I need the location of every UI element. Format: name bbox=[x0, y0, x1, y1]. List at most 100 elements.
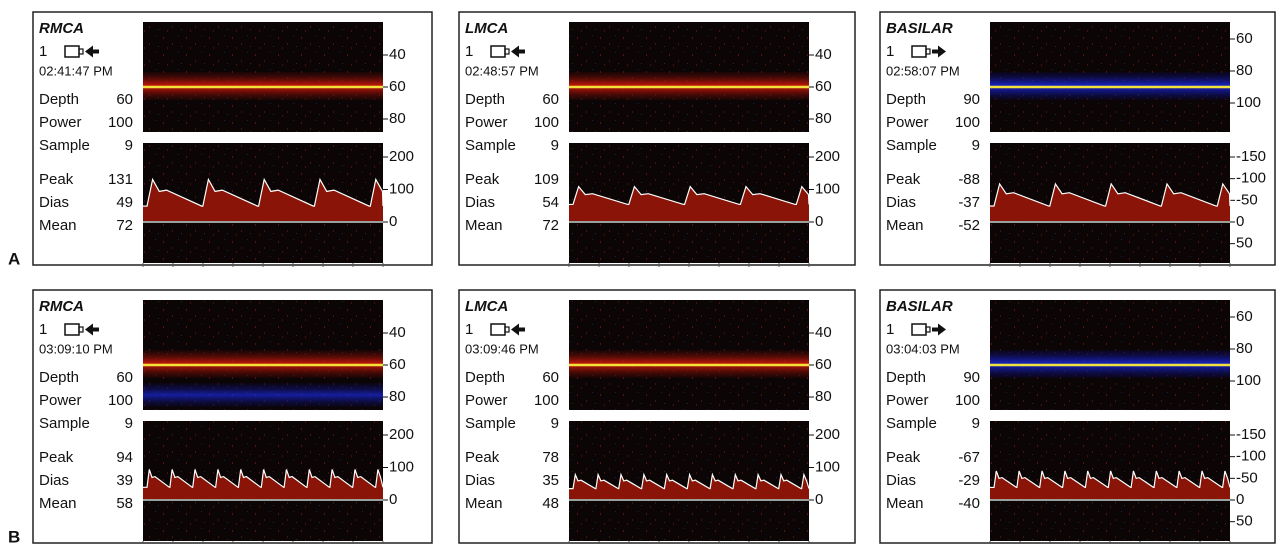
field-value: 94 bbox=[116, 449, 133, 466]
flow-band bbox=[143, 383, 383, 407]
scan-time: 03:09:46 PM bbox=[465, 341, 539, 356]
probe-number: 1 bbox=[886, 43, 894, 60]
field-value: 131 bbox=[108, 171, 133, 188]
field-label: Mean bbox=[465, 495, 503, 512]
field-value: 78 bbox=[542, 449, 559, 466]
field-label: Peak bbox=[39, 171, 74, 188]
tick-label: 50 bbox=[1236, 235, 1253, 252]
field-label: Mean bbox=[886, 495, 924, 512]
doppler-panel: RMCA 1 02:41:47 PM Depth 60 Power 100 Sample 9 Pe… bbox=[32, 11, 433, 267]
field-label: Power bbox=[886, 392, 929, 409]
probe-arrow bbox=[511, 45, 525, 58]
field-label: Dias bbox=[39, 472, 69, 489]
tick-label: -100 bbox=[1236, 170, 1266, 187]
scan-time: 03:04:03 PM bbox=[886, 341, 960, 356]
spectrum-envelope bbox=[142, 177, 384, 207]
probe-icon bbox=[925, 326, 931, 333]
tick-label: 100 bbox=[815, 458, 840, 475]
vessel-name: LMCA bbox=[465, 20, 508, 37]
field-label: Power bbox=[39, 114, 82, 131]
doppler-panel: RMCA 1 03:09:10 PM Depth 60 Power 100 Sample 9 Pe… bbox=[32, 289, 433, 544]
probe-number: 1 bbox=[465, 321, 473, 338]
tick-label: 80 bbox=[815, 388, 832, 405]
field-label: Sample bbox=[39, 137, 90, 154]
field-value: -29 bbox=[958, 472, 980, 489]
field-label: Depth bbox=[886, 91, 926, 108]
tick-label: 60 bbox=[389, 78, 406, 95]
spectrum-envelope bbox=[989, 182, 1231, 207]
scan-time: 03:09:10 PM bbox=[39, 341, 113, 356]
field-value: -67 bbox=[958, 449, 980, 466]
doppler-panel: LMCA 1 03:09:46 PM Depth 60 Power 100 Sample 9 Pe… bbox=[458, 289, 856, 544]
field-value: 39 bbox=[116, 472, 133, 489]
spectrum-envelope bbox=[989, 470, 1231, 489]
probe-number: 1 bbox=[39, 43, 47, 60]
tick-label: -100 bbox=[1236, 448, 1266, 465]
field-label: Dias bbox=[886, 194, 916, 211]
probe-icon bbox=[78, 48, 84, 55]
probe-number: 1 bbox=[886, 321, 894, 338]
tick-label: 60 bbox=[1236, 308, 1253, 325]
probe-icon bbox=[504, 48, 510, 55]
tick-label: 60 bbox=[815, 78, 832, 95]
doppler-panel: LMCA 1 02:48:57 PM Depth 60 Power 100 Sample 9 Pe… bbox=[458, 11, 856, 267]
tick-label: 100 bbox=[815, 180, 840, 197]
field-label: Mean bbox=[39, 495, 77, 512]
tick-label: -50 bbox=[1236, 191, 1258, 208]
field-value: 60 bbox=[116, 369, 133, 386]
tick-label: 40 bbox=[815, 324, 832, 341]
field-label: Sample bbox=[886, 137, 937, 154]
spectrum-fill bbox=[569, 186, 809, 222]
field-label: Dias bbox=[465, 194, 495, 211]
field-value: 100 bbox=[534, 392, 559, 409]
vessel-name: BASILAR bbox=[886, 20, 953, 37]
field-value: 9 bbox=[972, 137, 980, 154]
tick-label: 40 bbox=[389, 46, 406, 63]
spectrum-envelope bbox=[568, 472, 810, 490]
scan-time: 02:41:47 PM bbox=[39, 63, 113, 78]
row-label: A bbox=[8, 249, 20, 268]
vessel-name: LMCA bbox=[465, 298, 508, 315]
field-label: Peak bbox=[886, 171, 921, 188]
field-value: -88 bbox=[958, 171, 980, 188]
tick-label: 100 bbox=[389, 458, 414, 475]
tick-label: 40 bbox=[389, 324, 406, 341]
field-label: Power bbox=[465, 392, 508, 409]
spectrum-fill bbox=[990, 183, 1230, 222]
tick-label: -150 bbox=[1236, 148, 1266, 165]
tick-label: 100 bbox=[389, 180, 414, 197]
probe-number: 1 bbox=[39, 321, 47, 338]
tick-label: -50 bbox=[1236, 469, 1258, 486]
field-label: Dias bbox=[886, 472, 916, 489]
field-value: 9 bbox=[551, 137, 559, 154]
scan-time: 02:58:07 PM bbox=[886, 63, 960, 78]
field-value: 100 bbox=[534, 114, 559, 131]
field-label: Sample bbox=[465, 137, 516, 154]
tick-label: 0 bbox=[815, 491, 823, 508]
field-value: 49 bbox=[116, 194, 133, 211]
field-value: 9 bbox=[972, 415, 980, 432]
field-label: Depth bbox=[39, 91, 79, 108]
field-value: -52 bbox=[958, 217, 980, 234]
probe-icon bbox=[925, 48, 931, 55]
spectrum-fill bbox=[569, 474, 809, 500]
vessel-name: RMCA bbox=[39, 298, 84, 315]
field-label: Peak bbox=[39, 449, 74, 466]
field-value: 60 bbox=[542, 91, 559, 108]
vessel-name: RMCA bbox=[39, 20, 84, 37]
tick-label: 60 bbox=[815, 356, 832, 373]
scan-time: 02:48:57 PM bbox=[465, 63, 539, 78]
tick-label: 0 bbox=[389, 491, 397, 508]
probe-arrow bbox=[85, 45, 99, 58]
spectrum-fill bbox=[990, 471, 1230, 500]
field-label: Depth bbox=[39, 369, 79, 386]
spectrum-envelope bbox=[142, 469, 384, 488]
field-value: -40 bbox=[958, 495, 980, 512]
spectrum-fill bbox=[143, 469, 383, 500]
tick-label: 60 bbox=[389, 356, 406, 373]
tick-label: 0 bbox=[1236, 491, 1244, 508]
field-value: 35 bbox=[542, 472, 559, 489]
field-value: 48 bbox=[542, 495, 559, 512]
field-value: 100 bbox=[108, 392, 133, 409]
